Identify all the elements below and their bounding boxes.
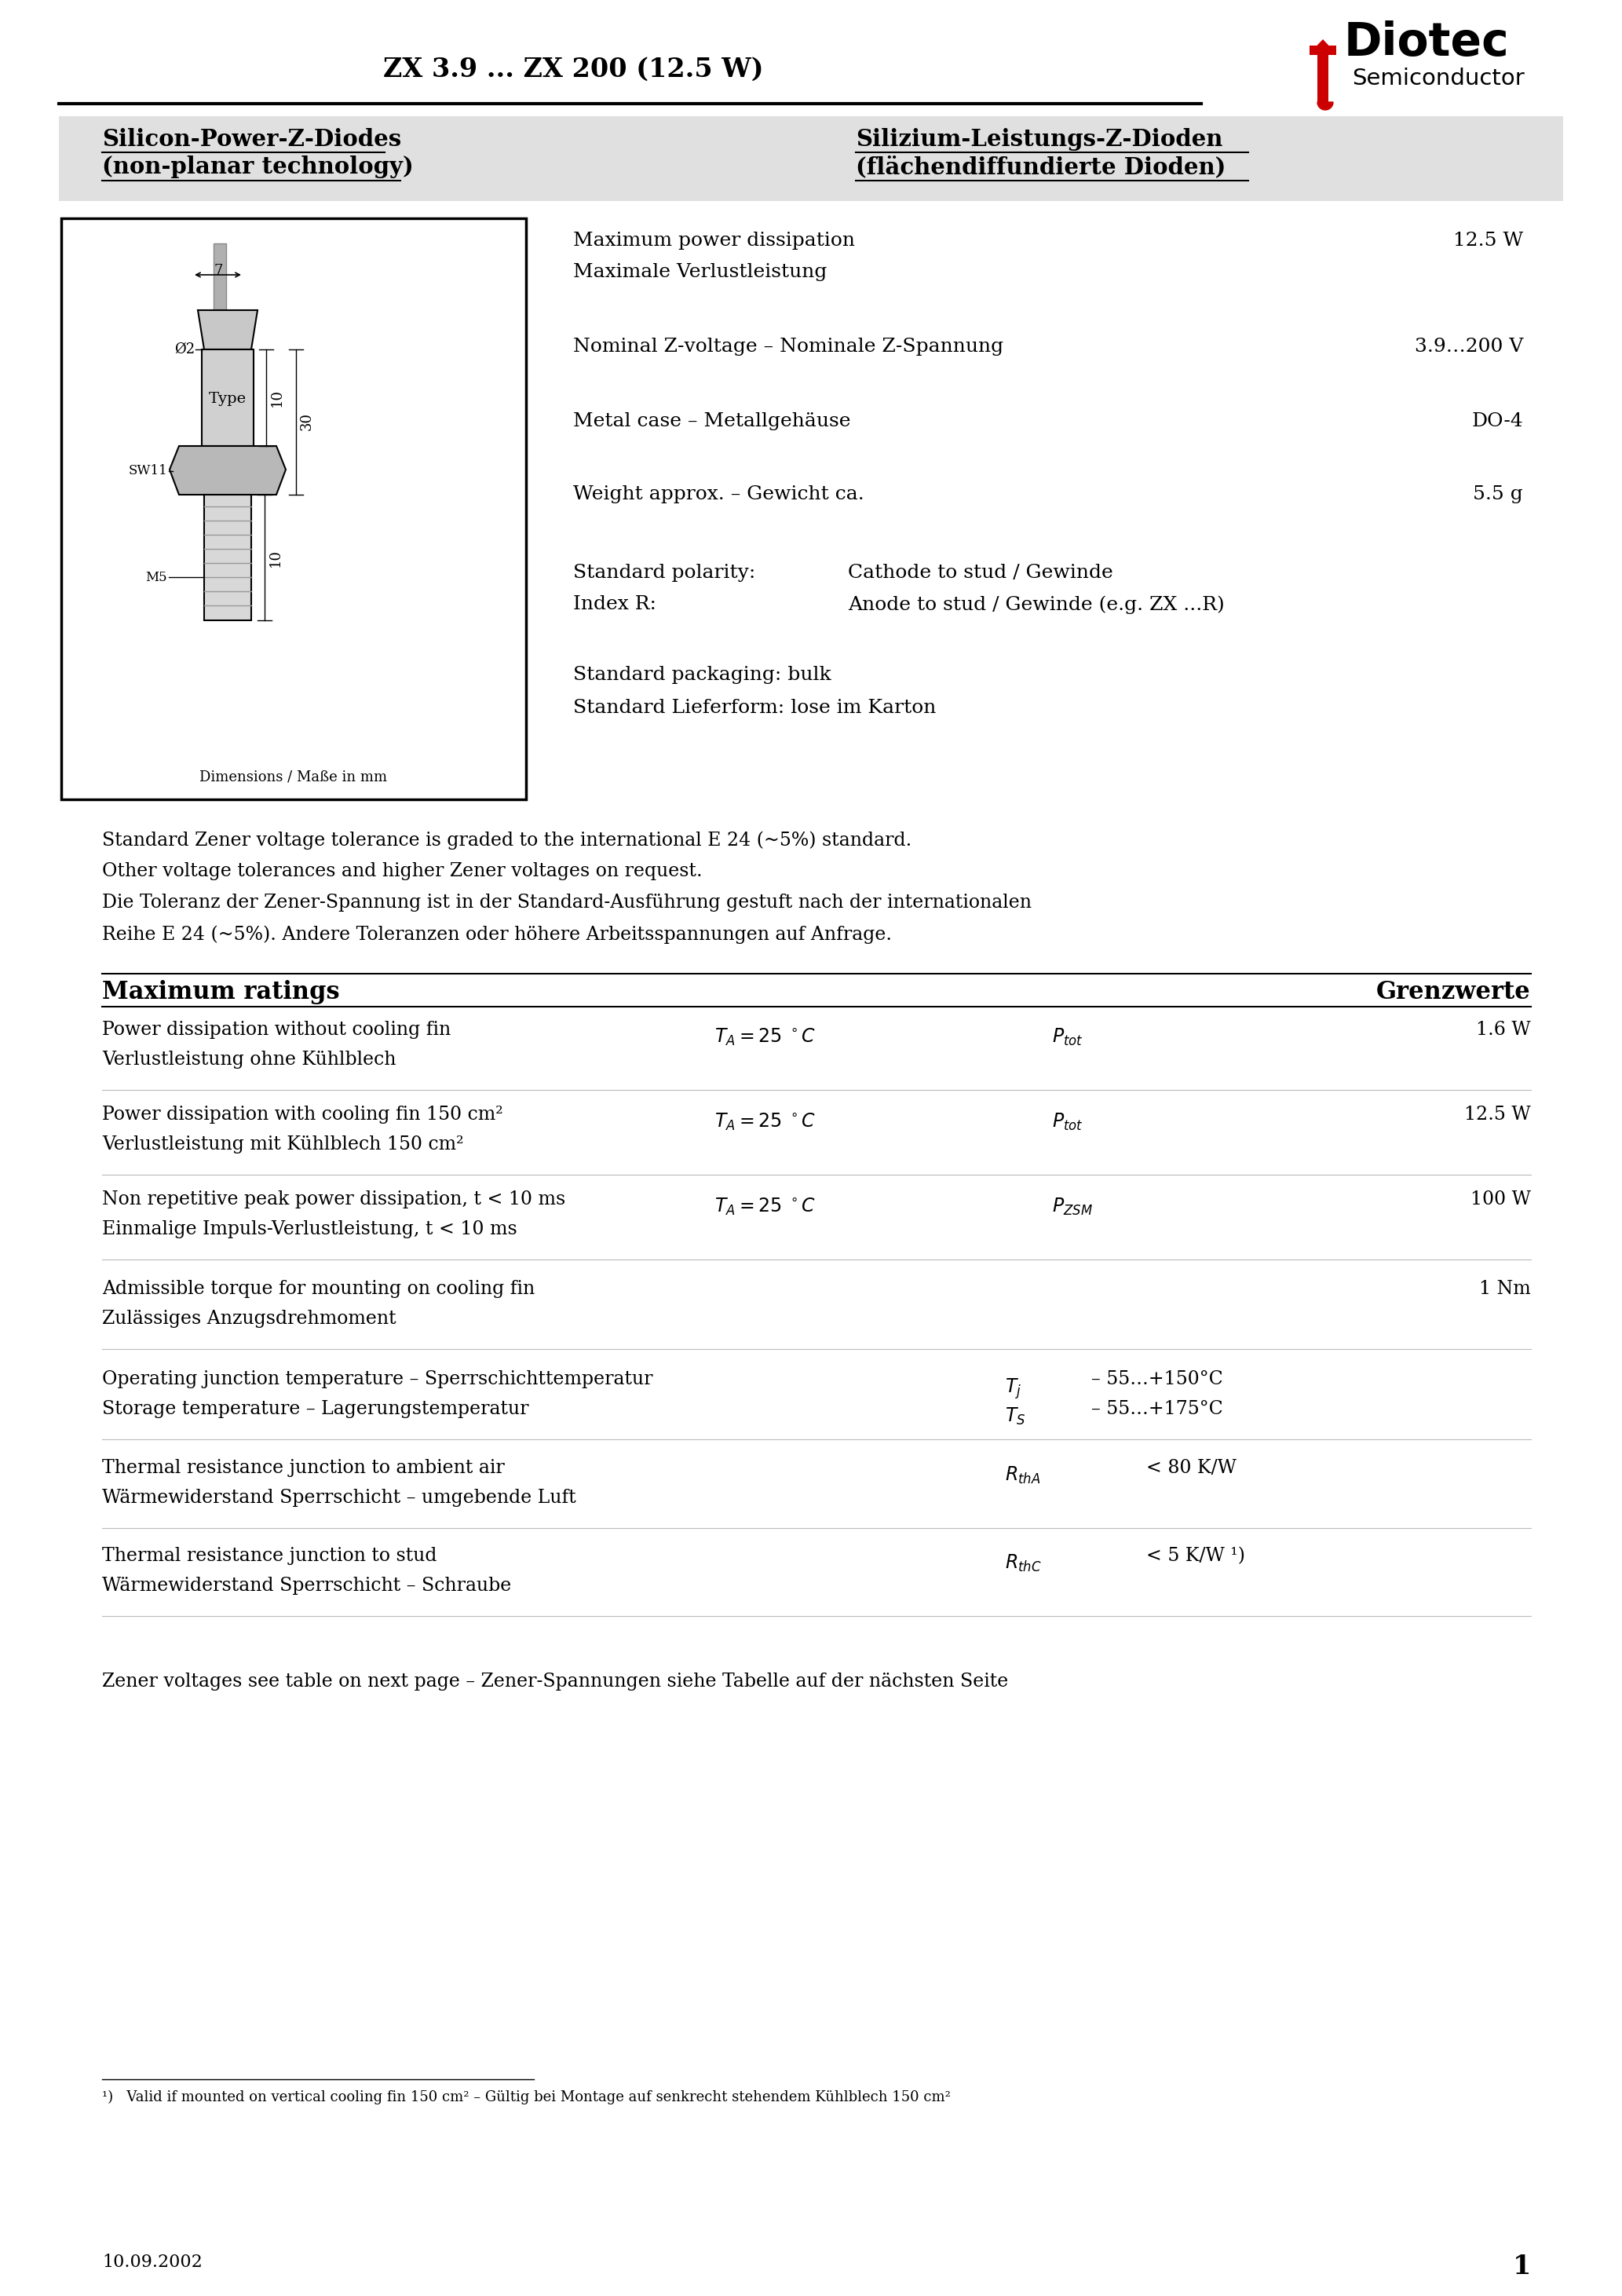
Text: Maximum power dissipation: Maximum power dissipation (573, 232, 855, 250)
Text: $T_A = 25\ ^\circ C$: $T_A = 25\ ^\circ C$ (714, 1196, 816, 1217)
Text: Reihe E 24 (~5%). Andere Toleranzen oder höhere Arbeitsspannungen auf Anfrage.: Reihe E 24 (~5%). Andere Toleranzen oder… (102, 925, 892, 944)
Text: 5.5 g: 5.5 g (1473, 484, 1523, 503)
Text: $R_{thA}$: $R_{thA}$ (1006, 1465, 1041, 1486)
Text: Einmalige Impuls-Verlustleistung, t < 10 ms: Einmalige Impuls-Verlustleistung, t < 10… (102, 1219, 517, 1238)
Text: Standard packaging: bulk: Standard packaging: bulk (573, 666, 830, 684)
Text: Standard Lieferform: lose im Karton: Standard Lieferform: lose im Karton (573, 698, 936, 716)
Text: (non-planar technology): (non-planar technology) (102, 156, 414, 179)
Text: Metal case – Metallgehäuse: Metal case – Metallgehäuse (573, 413, 850, 429)
Text: ZX 3.9 ... ZX 200 (12.5 W): ZX 3.9 ... ZX 200 (12.5 W) (383, 55, 764, 83)
Text: Storage temperature – Lagerungstemperatur: Storage temperature – Lagerungstemperatu… (102, 1401, 529, 1419)
Text: $P_{ZSM}$: $P_{ZSM}$ (1053, 1196, 1093, 1217)
Text: Silizium-Leistungs-Z-Dioden: Silizium-Leistungs-Z-Dioden (856, 129, 1223, 152)
Text: DO-4: DO-4 (1471, 413, 1523, 429)
Polygon shape (170, 445, 285, 494)
Text: $P_{tot}$: $P_{tot}$ (1053, 1111, 1083, 1132)
Text: 12.5 W: 12.5 W (1465, 1107, 1531, 1123)
Text: Dimensions / Maße in mm: Dimensions / Maße in mm (200, 769, 388, 785)
Bar (62, 218, 526, 799)
Bar (214, 243, 225, 310)
Text: Thermal resistance junction to stud: Thermal resistance junction to stud (102, 1548, 436, 1566)
Bar (201, 349, 253, 445)
Text: Maximum ratings: Maximum ratings (102, 980, 339, 1003)
Text: Maximale Verlustleistung: Maximale Verlustleistung (573, 264, 827, 280)
Text: Diotec: Diotec (1345, 21, 1510, 67)
Text: ¹)   Valid if mounted on vertical cooling fin 150 cm² – Gültig bei Montage auf s: ¹) Valid if mounted on vertical cooling … (102, 2089, 950, 2105)
Text: Ø2: Ø2 (174, 342, 195, 356)
Text: M5: M5 (146, 569, 167, 583)
Text: Wärmewiderstand Sperrschicht – Schraube: Wärmewiderstand Sperrschicht – Schraube (102, 1577, 511, 1596)
Text: < 5 K/W ¹): < 5 K/W ¹) (1147, 1548, 1246, 1566)
Text: Semiconductor: Semiconductor (1351, 67, 1525, 90)
Text: 10.09.2002: 10.09.2002 (102, 2255, 203, 2271)
Text: – 55…+150°C: – 55…+150°C (1092, 1371, 1223, 1389)
Text: $T_A = 25\ ^\circ C$: $T_A = 25\ ^\circ C$ (714, 1111, 816, 1132)
Text: Index R:: Index R: (573, 595, 657, 613)
Text: 1 Nm: 1 Nm (1479, 1279, 1531, 1297)
Text: Verlustleistung ohne Kühlblech: Verlustleistung ohne Kühlblech (102, 1052, 396, 1068)
Text: $R_{thC}$: $R_{thC}$ (1006, 1552, 1041, 1573)
Text: 12.5 W: 12.5 W (1453, 232, 1523, 250)
Text: Non repetitive peak power dissipation, t < 10 ms: Non repetitive peak power dissipation, t… (102, 1189, 566, 1208)
Text: 10: 10 (269, 549, 282, 567)
Text: Other voltage tolerances and higher Zener voltages on request.: Other voltage tolerances and higher Zene… (102, 863, 702, 879)
Text: Power dissipation without cooling fin: Power dissipation without cooling fin (102, 1022, 451, 1038)
Text: Anode to stud / Gewinde (e.g. ZX ...R): Anode to stud / Gewinde (e.g. ZX ...R) (848, 595, 1225, 613)
Text: 30: 30 (300, 413, 315, 432)
Text: Power dissipation with cooling fin 150 cm²: Power dissipation with cooling fin 150 c… (102, 1107, 503, 1123)
Text: – 55…+175°C: – 55…+175°C (1092, 1401, 1223, 1419)
Polygon shape (1309, 39, 1337, 53)
Text: 10: 10 (271, 388, 284, 406)
Text: 7: 7 (214, 264, 222, 278)
Text: Wärmewiderstand Sperrschicht – umgebende Luft: Wärmewiderstand Sperrschicht – umgebende… (102, 1488, 576, 1506)
Text: $T_j$: $T_j$ (1006, 1378, 1022, 1401)
Text: Silicon-Power-Z-Diodes: Silicon-Power-Z-Diodes (102, 129, 401, 152)
Text: Operating junction temperature – Sperrschichttemperatur: Operating junction temperature – Sperrsc… (102, 1371, 652, 1389)
Bar (1309, 46, 1337, 55)
Text: Standard polarity:: Standard polarity: (573, 565, 756, 581)
Bar (204, 494, 251, 620)
Text: Grenzwerte: Grenzwerte (1377, 980, 1531, 1003)
Text: $T_S$: $T_S$ (1006, 1407, 1025, 1426)
Text: 100 W: 100 W (1471, 1189, 1531, 1208)
Text: $T_A = 25\ ^\circ C$: $T_A = 25\ ^\circ C$ (714, 1026, 816, 1047)
Text: Verlustleistung mit Kühlblech 150 cm²: Verlustleistung mit Kühlblech 150 cm² (102, 1137, 464, 1153)
Polygon shape (1317, 101, 1333, 110)
Polygon shape (198, 310, 258, 349)
Text: Standard Zener voltage tolerance is graded to the international E 24 (~5%) stand: Standard Zener voltage tolerance is grad… (102, 831, 912, 850)
Text: 1.6 W: 1.6 W (1476, 1022, 1531, 1038)
Text: 1: 1 (1513, 2255, 1531, 2280)
Text: SW11: SW11 (128, 464, 167, 478)
Text: Type: Type (209, 393, 247, 406)
Text: Die Toleranz der Zener-Spannung ist in der Standard-Ausführung gestuft nach der : Die Toleranz der Zener-Spannung ist in d… (102, 893, 1032, 912)
Text: (flächendiffundierte Dioden): (flächendiffundierte Dioden) (856, 156, 1226, 179)
Bar (58, 117, 1564, 202)
Text: Thermal resistance junction to ambient air: Thermal resistance junction to ambient a… (102, 1458, 504, 1476)
Text: Zulässiges Anzugsdrehmoment: Zulässiges Anzugsdrehmoment (102, 1309, 396, 1327)
Text: < 80 K/W: < 80 K/W (1147, 1458, 1236, 1476)
Text: Weight approx. – Gewicht ca.: Weight approx. – Gewicht ca. (573, 484, 865, 503)
Text: Admissible torque for mounting on cooling fin: Admissible torque for mounting on coolin… (102, 1279, 535, 1297)
Text: 3.9…200 V: 3.9…200 V (1414, 338, 1523, 356)
Text: Nominal Z-voltage – Nominale Z-Spannung: Nominal Z-voltage – Nominale Z-Spannung (573, 338, 1004, 356)
Text: Zener voltages see table on next page – Zener-Spannungen siehe Tabelle auf der n: Zener voltages see table on next page – … (102, 1671, 1009, 1690)
Bar (1317, 46, 1328, 101)
Text: Cathode to stud / Gewinde: Cathode to stud / Gewinde (848, 565, 1113, 581)
Text: $P_{tot}$: $P_{tot}$ (1053, 1026, 1083, 1047)
